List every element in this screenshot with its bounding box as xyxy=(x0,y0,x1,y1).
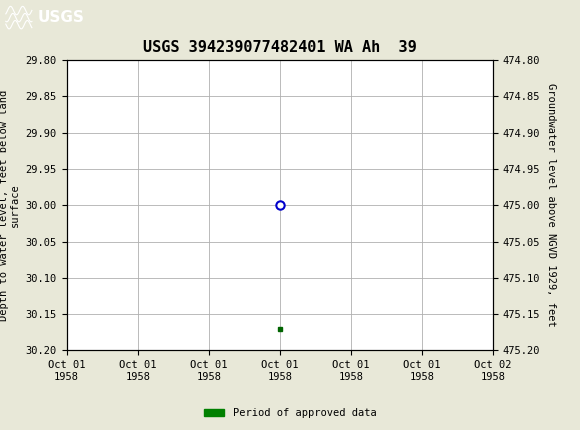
Text: USGS: USGS xyxy=(38,10,85,25)
Y-axis label: Depth to water level, feet below land
surface: Depth to water level, feet below land su… xyxy=(0,90,20,321)
Y-axis label: Groundwater level above NGVD 1929, feet: Groundwater level above NGVD 1929, feet xyxy=(546,83,556,327)
Legend: Period of approved data: Period of approved data xyxy=(200,404,380,423)
Title: USGS 394239077482401 WA Ah  39: USGS 394239077482401 WA Ah 39 xyxy=(143,40,416,55)
